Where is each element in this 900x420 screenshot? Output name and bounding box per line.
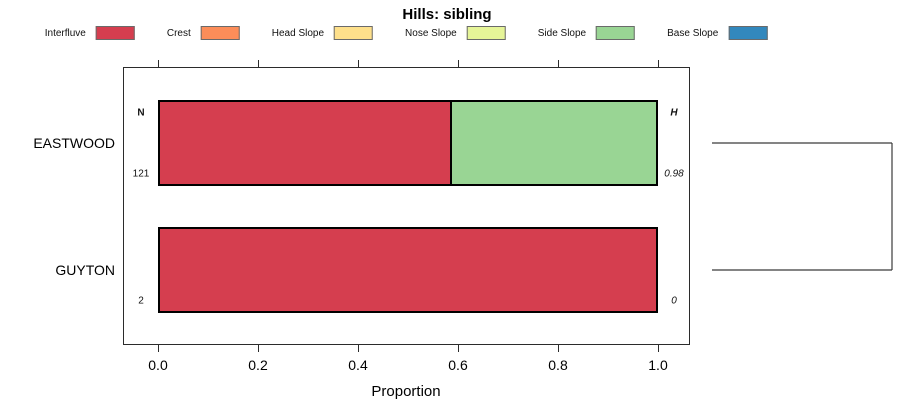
x-tick-bottom [558,345,559,352]
x-tick-label: 0.6 [448,357,468,373]
bar-guyton [158,227,658,313]
legend-item: Interfluve [45,26,135,40]
h-value-guyton: 0 [671,295,677,307]
legend-swatch [596,26,636,40]
legend-item: Base Slope [667,26,768,40]
chart-title: Hills: sibling [402,6,492,23]
legend-swatch [334,26,374,40]
legend-item: Side Slope [537,26,636,40]
legend-item: Head Slope [271,26,374,40]
bar-segment-interfluve [160,229,656,311]
bar-segment-side-slope [450,102,656,184]
x-tick-bottom [458,345,459,352]
x-axis-title: Proportion [371,383,441,400]
legend-label: Base Slope [667,27,719,39]
x-tick-label: 0.0 [148,357,168,373]
legend-label: Crest [166,27,191,39]
n-value-guyton: 2 [138,295,144,307]
x-tick-label: 0.8 [548,357,568,373]
x-tick-bottom [158,345,159,352]
y-label-eastwood: EASTWOOD [33,135,115,151]
n-column-header: N [137,107,145,119]
x-tick-label: 0.2 [248,357,268,373]
h-value-eastwood: 0.98 [664,168,684,180]
x-tick-label: 0.4 [348,357,368,373]
x-tick-top [158,60,159,67]
legend-label: Interfluve [44,27,86,39]
bar-segment-interfluve [160,102,451,184]
legend-label: Head Slope [271,27,325,39]
legend-swatch [95,26,135,40]
legend: Interfluve Crest Head Slope Nose Slope Side … [45,26,768,40]
x-tick-top [358,60,359,67]
h-column-header: H [670,107,678,119]
legend-item: Nose Slope [405,26,506,40]
x-tick-top [458,60,459,67]
bar-eastwood [158,100,658,186]
legend-label: Nose Slope [405,27,457,39]
x-tick-bottom [358,345,359,352]
x-tick-top [658,60,659,67]
x-tick-bottom [658,345,659,352]
x-tick-label: 1.0 [648,357,668,373]
legend-swatch [200,26,240,40]
legend-item: Crest [167,26,240,40]
n-value-eastwood: 121 [132,168,150,180]
x-tick-top [258,60,259,67]
y-label-guyton: GUYTON [55,262,115,278]
x-tick-top [558,60,559,67]
legend-swatch [466,26,506,40]
legend-swatch [728,26,768,40]
x-tick-bottom [258,345,259,352]
legend-label: Side Slope [537,27,587,39]
